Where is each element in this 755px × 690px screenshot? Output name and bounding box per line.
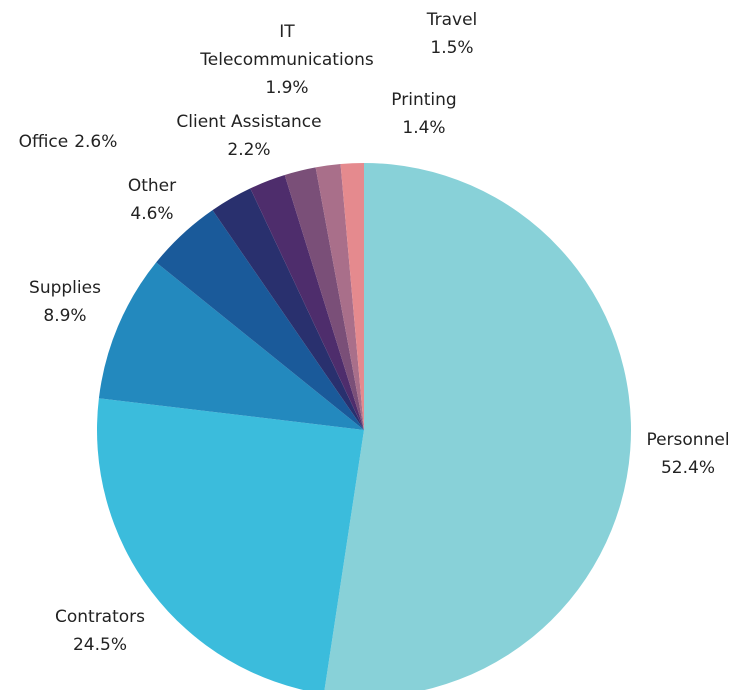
slice-label: IT Telecommunications 1.9% xyxy=(192,18,382,102)
value-label: 1.5% xyxy=(430,38,474,58)
category-name: Client Assistance xyxy=(176,112,322,132)
slice-label: Contrators 24.5% xyxy=(55,603,145,659)
pie-slice xyxy=(212,188,364,430)
value-label: 1.9% xyxy=(265,78,309,98)
category-name: Travel xyxy=(426,10,478,30)
slice-label: Travel 1.5% xyxy=(427,6,478,62)
pie-slice xyxy=(156,210,364,430)
value-label: 52.4% xyxy=(660,458,715,478)
pie-slice xyxy=(324,163,632,690)
value-label: 4.6% xyxy=(130,204,174,224)
slice-label: Printing 1.4% xyxy=(391,86,456,142)
value-label: 8.9% xyxy=(43,306,87,326)
category-name: Printing xyxy=(391,90,457,110)
category-name: IT Telecommunications xyxy=(200,22,374,70)
pie-slice xyxy=(315,164,364,430)
category-name: Supplies xyxy=(29,278,101,298)
slice-label: Office 2.6% xyxy=(19,128,118,156)
value-label: 2.6% xyxy=(74,132,118,152)
pie-slice xyxy=(98,262,365,430)
pie-slice xyxy=(284,167,364,430)
slice-label: Other 4.6% xyxy=(128,172,176,228)
category-name: Other xyxy=(127,176,177,196)
value-label: 24.5% xyxy=(72,635,127,655)
slice-label: Client Assistance 2.2% xyxy=(176,108,321,164)
category-name: Contrators xyxy=(54,607,146,627)
category-name: Personnel xyxy=(646,430,730,450)
pie-slice xyxy=(97,398,364,690)
slice-label: Supplies 8.9% xyxy=(29,274,101,330)
value-label: 2.2% xyxy=(227,140,271,160)
pie-slice xyxy=(250,175,364,430)
value-label: 1.4% xyxy=(402,118,446,138)
pie-slice xyxy=(340,163,364,430)
category-name: Office xyxy=(18,132,69,152)
slice-label: Personnel 52.4% xyxy=(646,426,729,482)
